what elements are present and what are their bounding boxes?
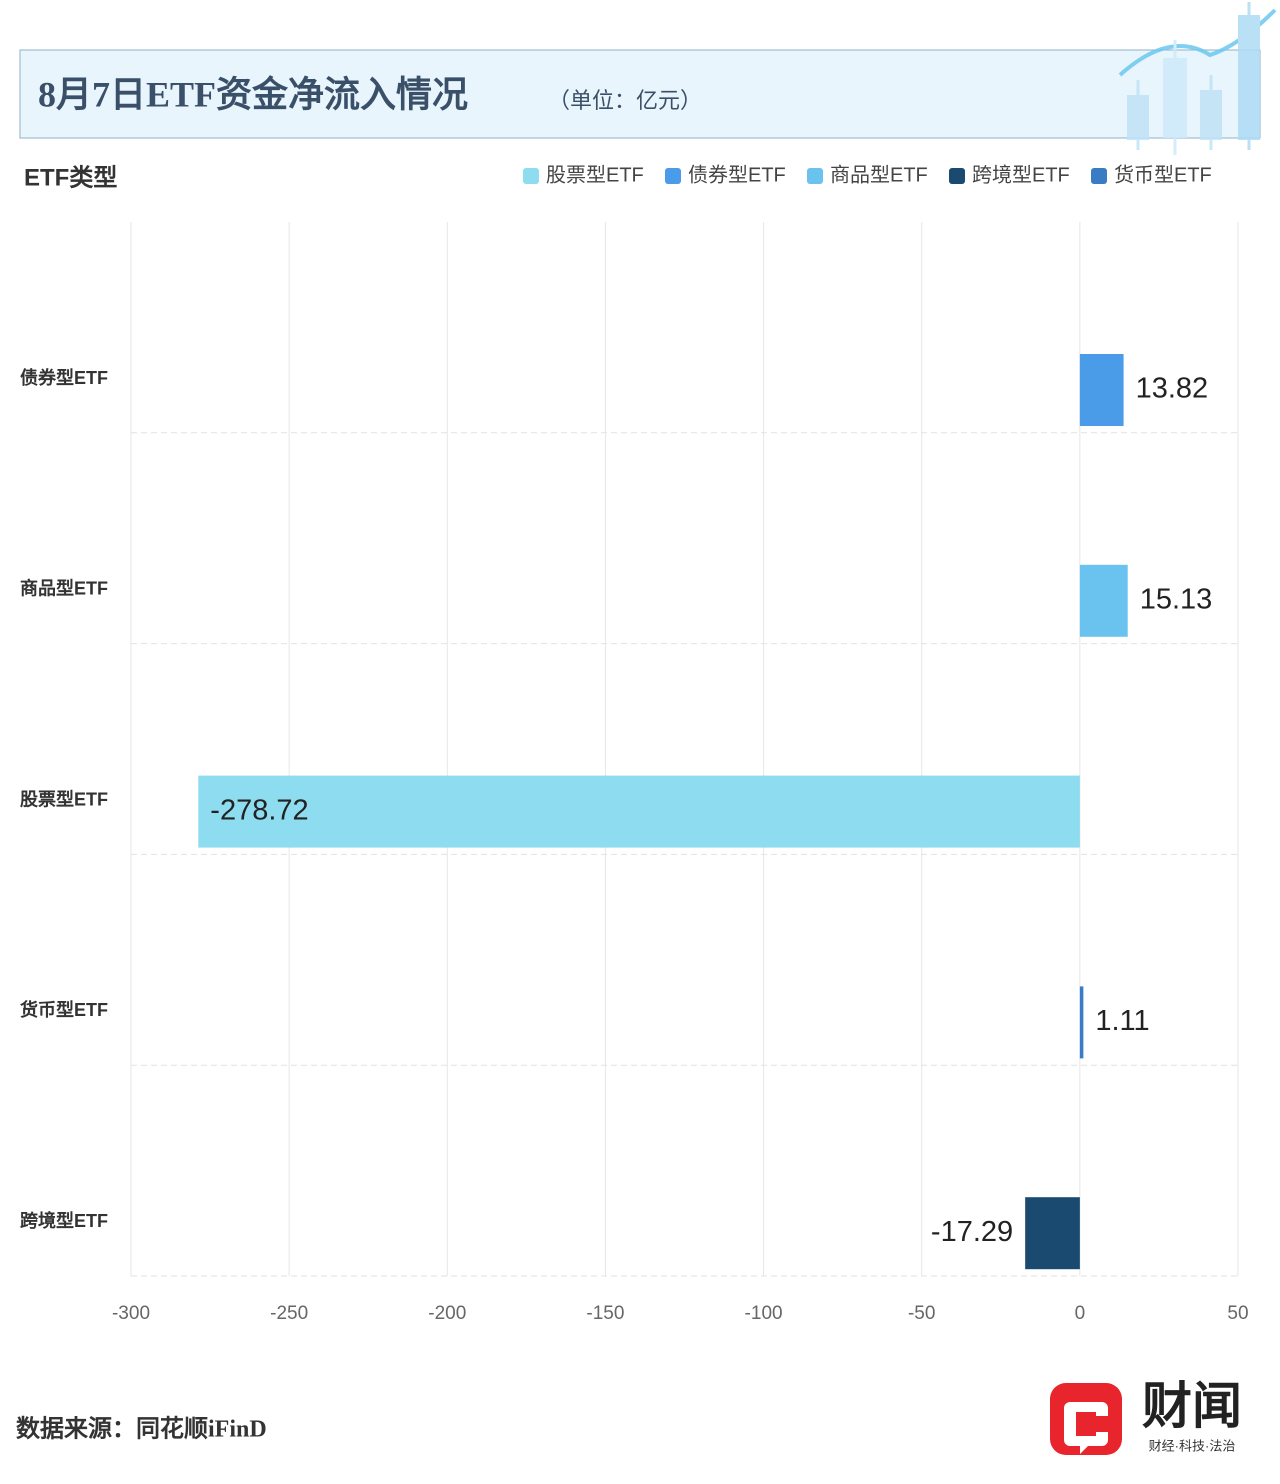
bar (1079, 986, 1084, 1059)
logo-tagline: 财经·科技·法治 (1149, 1438, 1236, 1453)
x-tick-label: -250 (270, 1303, 308, 1324)
y-tick-label: 债券型ETF (20, 367, 108, 388)
y-tick-label: 股票型ETF (19, 788, 108, 809)
legend-label: 商品型ETF (830, 163, 928, 186)
x-tick-label: -100 (745, 1303, 783, 1324)
legend-swatch (807, 168, 823, 184)
value-label: -17.29 (931, 1216, 1013, 1248)
chart-title: 8月7日ETF资金净流入情况 (38, 73, 468, 114)
bar (1025, 1197, 1080, 1270)
axis-title: ETF类型 (24, 164, 117, 191)
source: 数据来源：同花顺iFinD (16, 1415, 267, 1443)
title-box (19, 49, 1261, 139)
x-tick-label: -150 (586, 1303, 624, 1324)
value-label: 15.13 (1140, 583, 1213, 615)
logo-text: 财闻 (1142, 1378, 1242, 1434)
legend-swatch (523, 168, 539, 184)
value-label: 1.11 (1095, 1005, 1149, 1037)
x-tick-label: 0 (1075, 1303, 1086, 1324)
bar (1079, 354, 1124, 426)
y-tick-label: 商品型ETF (20, 578, 108, 599)
x-tick-label: 50 (1227, 1303, 1248, 1324)
chart-subtitle: （单位：亿元） (548, 88, 702, 113)
value-label: 13.82 (1136, 373, 1209, 405)
bar (1079, 564, 1128, 637)
y-tick-label: 货币型ETF (20, 999, 108, 1020)
legend-label: 股票型ETF (546, 163, 644, 186)
x-tick-label: -300 (112, 1303, 150, 1324)
legend-label: 债券型ETF (688, 163, 786, 186)
legend-label: 跨境型ETF (972, 163, 1070, 186)
legend-swatch (1091, 168, 1107, 184)
x-tick-label: -50 (908, 1303, 935, 1324)
value-label: -278.72 (210, 794, 308, 826)
legend-swatch (949, 168, 965, 184)
legend-label: 货币型ETF (1114, 163, 1212, 186)
decoration (1118, 2, 1277, 155)
logo (1050, 1383, 1122, 1455)
y-tick-label: 跨境型ETF (20, 1210, 108, 1231)
legend-swatch (665, 168, 681, 184)
x-tick-label: -200 (428, 1303, 466, 1324)
bar (198, 775, 1080, 848)
